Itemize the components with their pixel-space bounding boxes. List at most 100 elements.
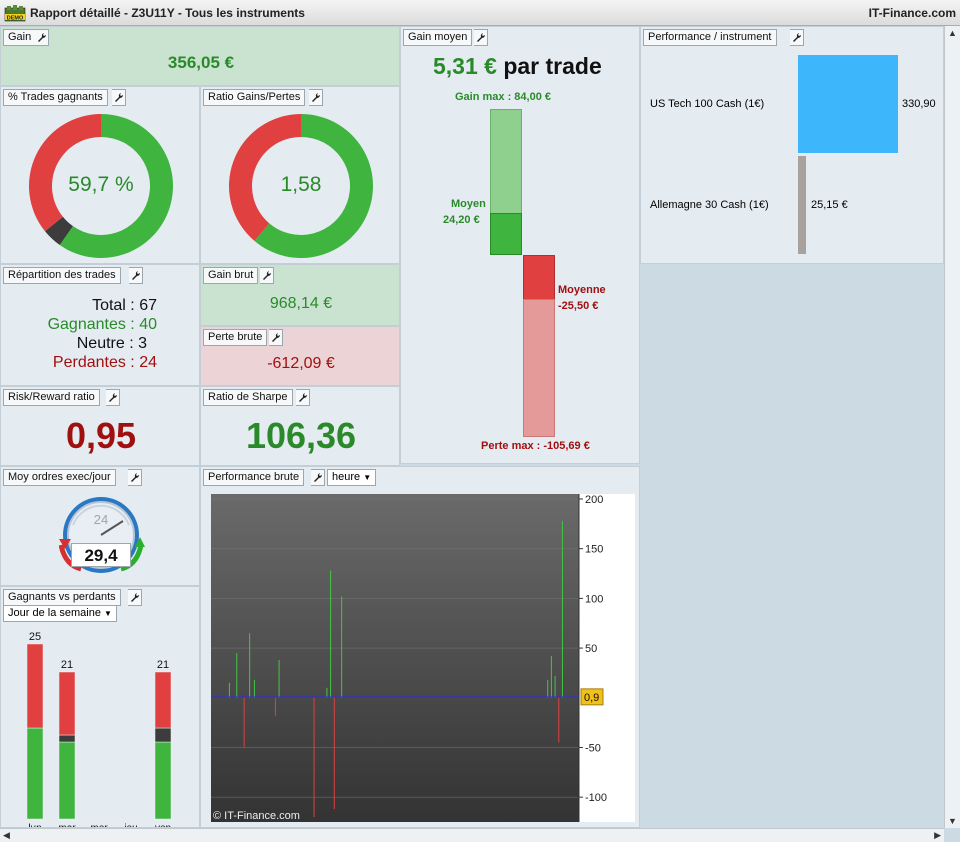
- chevron-down-icon: ▼: [104, 609, 112, 618]
- repartition-panel: Répartition des trades Total : 67 Gagnan…: [0, 264, 200, 386]
- donut-gain-segment: [254, 114, 373, 258]
- moyenne-value: -25,50 €: [558, 300, 599, 312]
- wrench-icon[interactable]: [106, 389, 120, 406]
- y-tick-label: 200: [585, 494, 603, 506]
- gain-max-bar: [490, 109, 522, 214]
- panel-title: % Trades gagnants: [3, 89, 108, 106]
- loss-bar: [26, 643, 44, 729]
- bar-total-label: 21: [157, 659, 169, 671]
- chart-axis-area: [579, 494, 635, 822]
- orders-per-day-value: 29,4: [84, 546, 118, 565]
- win-bar: [58, 741, 76, 820]
- neutral-trades: Neutre : 3: [76, 335, 147, 352]
- period-dropdown[interactable]: heure ▼: [327, 469, 377, 486]
- moyen-value: 24,20 €: [443, 214, 480, 226]
- instrument-value: 330,90: [902, 98, 936, 110]
- perte-brute-value: -612,09 €: [267, 355, 335, 372]
- horizontal-scrollbar[interactable]: ◀ ▶: [0, 828, 944, 842]
- loss-bar: [154, 671, 172, 729]
- wrench-icon[interactable]: [790, 29, 804, 46]
- moyenne-label: Moyenne: [558, 284, 606, 296]
- orders-per-day-box: [71, 543, 131, 567]
- gagnants-perdants-chart: 25 lun 21 mar mer jeu 21 ven: [26, 631, 172, 827]
- win-rate-donut: [29, 114, 173, 258]
- panel-title: Performance / instrument: [643, 29, 777, 46]
- brand-label: IT-Finance.com: [868, 6, 956, 20]
- wrench-icon[interactable]: [128, 589, 142, 606]
- moy-ordres-panel: Moy ordres exec/jour 24 29,4: [0, 466, 200, 586]
- bar-total-label: 25: [29, 631, 41, 643]
- wrench-icon[interactable]: [129, 267, 143, 284]
- period-dropdown[interactable]: Jour de la semaine ▼: [3, 605, 117, 622]
- panel-title: Gagnants vs perdants: [3, 589, 121, 606]
- window-title: Rapport détaillé - Z3U11Y - Tous les ins…: [30, 6, 305, 20]
- loss-bar: [58, 671, 76, 736]
- category-label: mar: [58, 823, 76, 827]
- svg-text:24: 24: [94, 512, 108, 527]
- gain-moyen-headline: 5,31 € par trade: [433, 53, 602, 80]
- gain-moyen-value: 5,31 €: [433, 53, 497, 79]
- total-trades: Total : 67: [92, 297, 157, 314]
- wrench-icon[interactable]: [296, 389, 310, 406]
- panel-title: Ratio Gains/Pertes: [203, 89, 306, 106]
- chevron-down-icon: ▼: [363, 473, 372, 482]
- vertical-scrollbar[interactable]: ▲ ▼: [944, 26, 960, 828]
- wrench-icon[interactable]: [260, 267, 274, 284]
- panel-title: Répartition des trades: [3, 267, 121, 284]
- gagnants-perdants-panel: Gagnants vs perdants Jour de la semaine …: [0, 586, 200, 828]
- wrench-icon[interactable]: [112, 89, 126, 106]
- risk-reward-panel: Risk/Reward ratio 0,95: [0, 386, 200, 466]
- winning-trades: Gagnantes : 40: [47, 316, 157, 333]
- sharpe-value: 106,36: [245, 415, 357, 456]
- performance-instrument-panel: Performance / instrument US Tech 100 Cas…: [640, 26, 944, 264]
- gain-value: 356,05 €: [167, 53, 235, 72]
- donut-win-segment: [59, 114, 173, 258]
- wrench-icon[interactable]: [309, 89, 323, 106]
- y-tick-label: 150: [585, 544, 603, 556]
- panel-title: Perte brute: [203, 329, 268, 346]
- scroll-down-icon[interactable]: ▼: [948, 816, 957, 826]
- category-label: mer: [90, 823, 108, 827]
- gain-max-label: Gain max : 84,00 €: [455, 91, 551, 103]
- dropdown-label: Jour de la semaine: [8, 607, 101, 619]
- gain-moyen-panel: Gain moyen 5,31 € par trade Gain max : 8…: [400, 26, 640, 464]
- instrument-value: 25,15 €: [811, 199, 848, 211]
- gain-moyen-bar: [490, 213, 522, 255]
- losing-trades: Perdantes : 24: [52, 354, 157, 371]
- ratio-gains-pertes-panel: Ratio Gains/Pertes 1,58: [200, 86, 400, 264]
- instrument-bar: [798, 156, 806, 254]
- wrench-icon[interactable]: [269, 329, 283, 346]
- sharpe-panel: Ratio de Sharpe 106,36: [200, 386, 400, 466]
- risk-reward-value: 0,95: [65, 415, 137, 456]
- current-value-label: 0,9: [584, 692, 599, 704]
- chart-plot-area: [211, 494, 579, 822]
- ratio-value: 1,58: [280, 173, 322, 196]
- y-tick-label: -50: [585, 742, 601, 754]
- category-label: ven: [155, 823, 171, 827]
- window-titlebar: DEMO Rapport détaillé - Z3U11Y - Tous le…: [0, 0, 960, 26]
- wrench-icon[interactable]: [35, 29, 49, 46]
- performance-brute-chart: 200 150 100 50 -50 -100 0,9 © IT-Finance.com: [211, 494, 635, 822]
- win-bar: [154, 741, 172, 820]
- scroll-right-icon[interactable]: ▶: [934, 830, 941, 840]
- wrench-icon[interactable]: [128, 469, 142, 486]
- gain-panel: Gain 356,05 €: [0, 26, 400, 86]
- neutral-bar: [154, 727, 172, 743]
- y-tick-label: -100: [585, 792, 607, 804]
- donut-loss-segment: [229, 114, 301, 241]
- perte-max-label: Perte max : -105,69 €: [481, 440, 590, 452]
- bar-total-label: 21: [61, 659, 73, 671]
- neutral-bar: [58, 734, 76, 743]
- win-bar: [26, 727, 44, 820]
- instrument-name: US Tech 100 Cash (1€): [650, 98, 765, 110]
- scroll-left-icon[interactable]: ◀: [3, 830, 10, 840]
- perte-moyenne-bar: [523, 255, 555, 300]
- y-tick-label: 100: [585, 593, 603, 605]
- dropdown-label: heure: [332, 471, 361, 483]
- wrench-icon[interactable]: [311, 469, 325, 486]
- instrument-bar: [798, 55, 898, 153]
- ratio-donut: [229, 114, 373, 258]
- scroll-up-icon[interactable]: ▲: [948, 28, 957, 38]
- wrench-icon[interactable]: [474, 29, 488, 46]
- panel-title: Gain: [3, 29, 37, 46]
